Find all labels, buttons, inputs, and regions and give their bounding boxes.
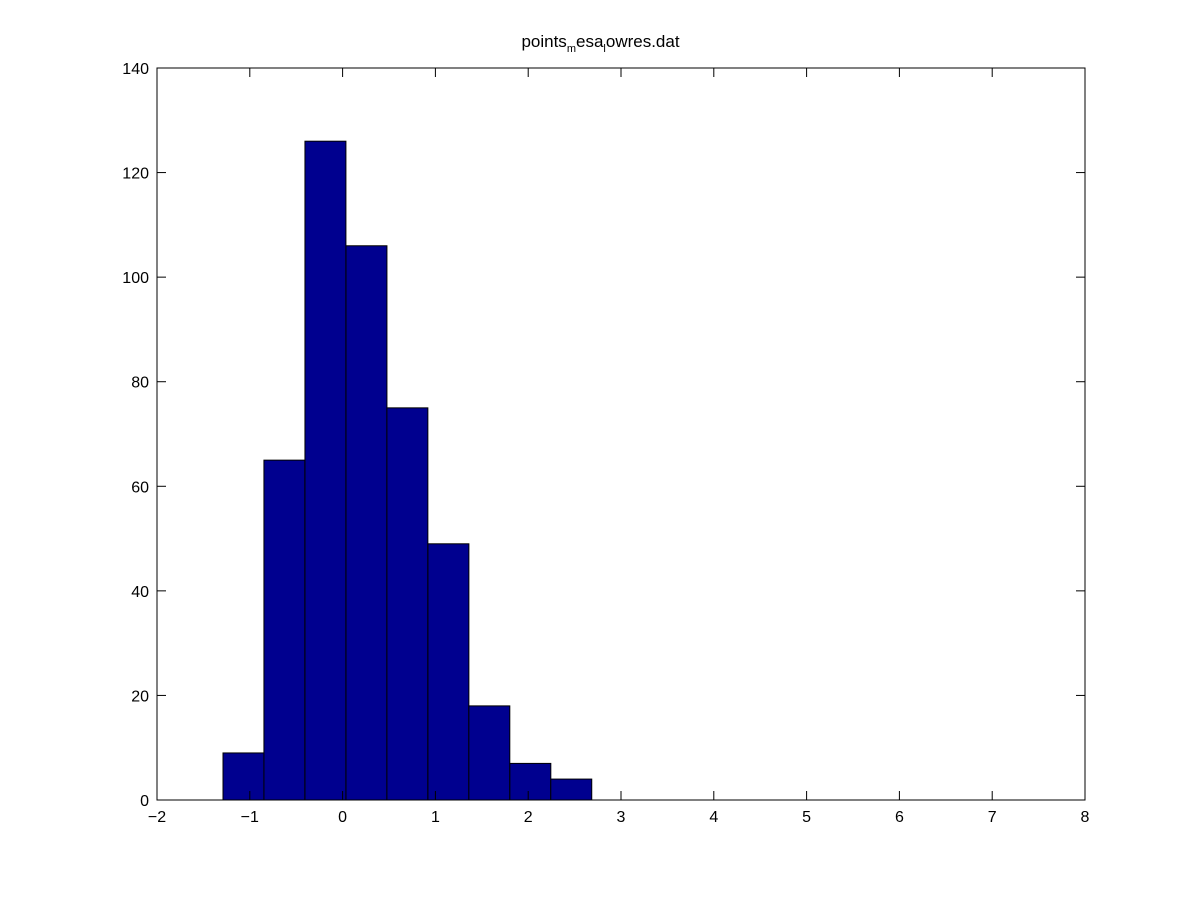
y-tick-label: 80 (131, 375, 149, 392)
histogram-bar (263, 459, 306, 801)
title-part: l (603, 43, 606, 55)
y-tick-label: 60 (131, 479, 149, 496)
y-tick-label: 120 (122, 166, 149, 183)
histogram-bar (509, 762, 552, 801)
x-tick-label: −1 (241, 809, 259, 826)
title-part: points (521, 32, 567, 51)
histogram-bar (550, 778, 593, 801)
x-tick-label: 0 (338, 809, 347, 826)
title-part: esa (575, 32, 604, 51)
x-tick-label: 7 (988, 809, 997, 826)
chart-title: pointsmesalowres.dat (0, 32, 1201, 55)
title-part: owres.dat (605, 32, 680, 51)
histogram-bar (427, 543, 470, 801)
y-tick-label: 20 (131, 688, 149, 705)
x-tick-label: −2 (148, 809, 166, 826)
x-tick-label: 2 (524, 809, 533, 826)
x-tick-label: 3 (617, 809, 626, 826)
x-tick-label: 6 (895, 809, 904, 826)
x-tick-label: 4 (709, 809, 718, 826)
title-part: m (566, 43, 576, 55)
y-tick-label: 100 (122, 270, 149, 287)
y-tick-label: 0 (140, 793, 149, 810)
histogram-bar (386, 407, 429, 801)
x-tick-label: 8 (1081, 809, 1090, 826)
histogram-bar (222, 752, 265, 801)
y-tick-label: 140 (122, 61, 149, 78)
y-tick-label: 40 (131, 584, 149, 601)
x-tick-label: 5 (802, 809, 811, 826)
histogram-bar (468, 705, 511, 801)
histogram-bar (304, 140, 347, 801)
histogram-bar (345, 245, 388, 801)
x-tick-label: 1 (431, 809, 440, 826)
